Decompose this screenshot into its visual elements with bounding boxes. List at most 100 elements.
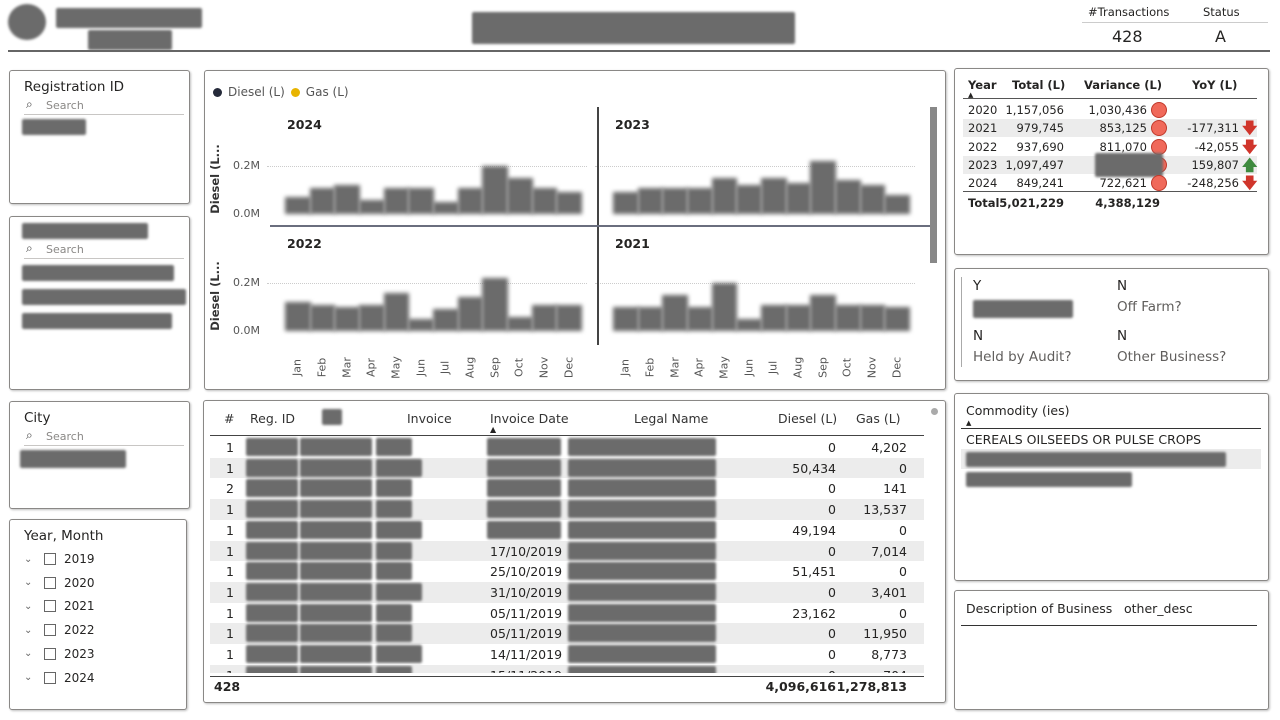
bar[interactable] <box>785 304 812 331</box>
search-input[interactable]: ⌕ Search <box>24 241 184 259</box>
bar[interactable] <box>433 309 459 331</box>
bar[interactable] <box>531 187 558 214</box>
year-slicer-item[interactable]: ⌄ 2020 <box>24 574 95 592</box>
table-scrollbar[interactable] <box>931 408 938 415</box>
col-invoice-date[interactable]: Invoice Date <box>490 411 569 426</box>
year-slicer-item[interactable]: ⌄ 2022 <box>24 621 95 639</box>
bar[interactable] <box>457 297 484 331</box>
table-row[interactable]: 1 05/11/2019 23,162 0 <box>210 603 924 624</box>
bar[interactable] <box>810 295 836 331</box>
bar[interactable] <box>884 194 910 214</box>
bar[interactable] <box>711 283 738 331</box>
table-row[interactable]: 1 14/11/2019 0 8,773 <box>210 644 924 665</box>
bar[interactable] <box>556 192 582 214</box>
bar[interactable] <box>334 307 360 331</box>
table-row[interactable]: 2023 1,097,497 159,807 🡅 <box>963 152 1257 177</box>
table-row[interactable]: 1 0 4,202 <box>210 437 924 458</box>
checkbox[interactable] <box>44 576 56 589</box>
bar[interactable] <box>507 178 533 214</box>
search-input[interactable]: ⌕ Search <box>24 97 184 115</box>
col-total[interactable]: Total (L) <box>1012 78 1066 92</box>
table-row[interactable]: 1 17/10/2019 0 7,014 <box>210 540 924 562</box>
bar[interactable] <box>383 292 410 331</box>
bar[interactable] <box>309 304 336 331</box>
bar[interactable] <box>859 304 886 331</box>
bar[interactable] <box>408 319 434 331</box>
checkbox[interactable] <box>44 647 56 660</box>
search-input[interactable]: ⌕ Search <box>24 428 184 446</box>
table-row[interactable]: 2020 1,157,056 1,030,436 <box>963 101 1257 119</box>
checkbox[interactable] <box>44 671 56 684</box>
chevron-down-icon[interactable]: ⌄ <box>24 648 33 660</box>
table-row[interactable]: 2022 937,690 811,070 -42,055 🡇 <box>963 138 1257 156</box>
bar[interactable] <box>433 202 459 214</box>
bar[interactable] <box>408 187 434 214</box>
table-row[interactable]: 1 0 13,537 <box>210 499 924 520</box>
bar[interactable] <box>859 185 886 214</box>
bar[interactable] <box>309 187 336 214</box>
year-slicer-item[interactable]: ⌄ 2021 <box>24 597 95 615</box>
bar[interactable] <box>662 187 688 214</box>
bar[interactable] <box>359 304 385 331</box>
checkbox[interactable] <box>44 600 56 613</box>
table-row[interactable]: 2 0 141 <box>210 478 924 499</box>
slicer-item[interactable] <box>22 265 174 281</box>
col-diesel[interactable]: Diesel (L) <box>778 411 838 426</box>
bar[interactable] <box>687 307 713 331</box>
table-row[interactable]: 1 50,434 0 <box>210 457 924 479</box>
col-gas[interactable]: Gas (L) <box>856 411 901 426</box>
bar[interactable] <box>761 304 787 331</box>
checkbox[interactable] <box>44 624 56 637</box>
col-count[interactable]: # <box>224 411 235 426</box>
col-yoy[interactable]: YoY (L) <box>1192 78 1238 92</box>
year-slicer-item[interactable]: ⌄ 2024 <box>24 669 95 687</box>
bar[interactable] <box>711 178 738 214</box>
bar[interactable] <box>482 278 508 331</box>
bar[interactable] <box>556 304 582 331</box>
bar[interactable] <box>810 161 836 214</box>
bar[interactable] <box>531 304 558 331</box>
table-row[interactable]: 1 15/11/2019 0 704 <box>210 664 924 673</box>
slicer-item[interactable] <box>20 450 126 468</box>
bar[interactable] <box>613 307 639 331</box>
bar[interactable] <box>637 307 664 331</box>
bar[interactable] <box>457 187 484 214</box>
chevron-down-icon[interactable]: ⌄ <box>24 553 33 565</box>
checkbox[interactable] <box>44 553 56 565</box>
col-variance[interactable]: Variance (L) <box>1084 78 1163 92</box>
bar[interactable] <box>662 295 688 331</box>
bar[interactable] <box>835 180 861 214</box>
bar[interactable] <box>359 199 385 214</box>
col-reg-id[interactable]: Reg. ID <box>250 411 296 426</box>
col-legal-name[interactable]: Legal Name <box>634 411 709 426</box>
bar[interactable] <box>761 178 787 214</box>
chevron-down-icon[interactable]: ⌄ <box>24 600 33 612</box>
bar[interactable] <box>835 304 861 331</box>
table-row[interactable]: 2024 849,241 722,621 -248,256 🡇 <box>963 174 1257 192</box>
table-row[interactable]: 1 49,194 0 <box>210 520 924 541</box>
bar[interactable] <box>613 192 639 214</box>
bar[interactable] <box>285 302 311 331</box>
table-row[interactable]: 2021 979,745 853,125 -177,311 🡇 <box>963 119 1257 138</box>
bar[interactable] <box>482 166 508 214</box>
bar[interactable] <box>383 187 410 214</box>
bar[interactable] <box>637 187 664 214</box>
slicer-item[interactable] <box>22 313 172 329</box>
chevron-down-icon[interactable]: ⌄ <box>24 577 33 589</box>
col-redacted[interactable] <box>322 409 342 425</box>
chevron-down-icon[interactable]: ⌄ <box>24 624 33 636</box>
slicer-item[interactable] <box>22 289 186 305</box>
bar[interactable] <box>507 316 533 331</box>
bar[interactable] <box>884 307 910 331</box>
year-slicer-item[interactable]: ⌄ 2019 <box>24 550 95 568</box>
bar[interactable] <box>736 319 762 331</box>
bar[interactable] <box>334 185 360 214</box>
bar[interactable] <box>785 182 812 214</box>
bar[interactable] <box>736 185 762 214</box>
commodity-header[interactable]: Commodity (ies) <box>966 403 1070 418</box>
slicer-item[interactable] <box>22 119 86 135</box>
col-other-desc[interactable]: other_desc <box>1124 601 1193 616</box>
table-row[interactable]: 1 31/10/2019 0 3,401 <box>210 581 924 603</box>
table-row[interactable]: 1 25/10/2019 51,451 0 <box>210 561 924 582</box>
col-year[interactable]: Year <box>968 78 997 92</box>
